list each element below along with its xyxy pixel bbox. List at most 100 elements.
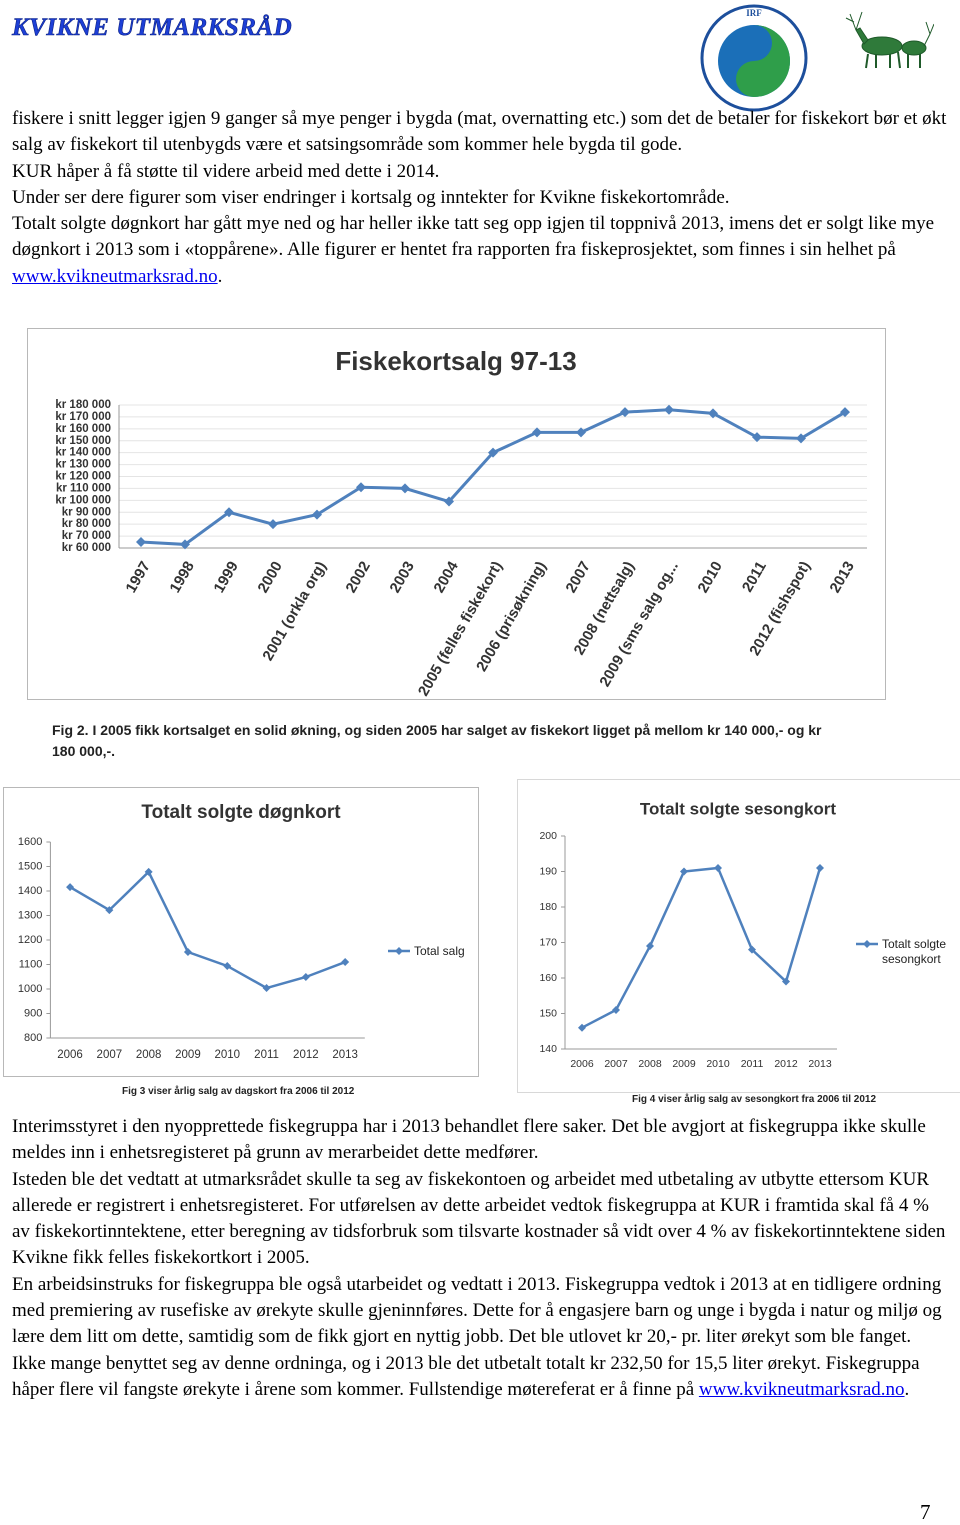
paragraph-text: Under ser dere figurer som viser endring…: [12, 186, 730, 208]
chart-title: Totalt solgte døgnkort: [141, 802, 341, 823]
chart-panel: Totalt solgte døgnkort 800 900 1000 1100 1200…: [3, 787, 479, 1077]
paragraph-text: KUR håper å få støtte til videre arbeid …: [12, 160, 440, 182]
data-point: [341, 958, 350, 967]
data-point: [664, 404, 674, 415]
data-point: [262, 984, 271, 993]
y-tick-label: 160: [539, 972, 557, 984]
paragraph-text: .: [904, 1378, 910, 1400]
y-tick-label: kr 70 000: [62, 530, 111, 542]
paragraph: Under ser dere figurer som viser endring…: [12, 185, 947, 211]
data-point: [816, 863, 824, 872]
x-tick-label: 2011: [254, 1049, 279, 1061]
legend-marker: [395, 947, 403, 955]
data-line: [69, 869, 346, 990]
data-point: [620, 407, 630, 418]
x-tick-label: 2006: [57, 1049, 83, 1061]
y-tick-label: 180: [539, 901, 557, 913]
y-tick-label: 170: [539, 936, 557, 948]
data-point: [136, 537, 146, 548]
y-tick-label: kr 150 000: [55, 435, 111, 447]
data-line: [581, 866, 822, 1029]
x-tick-label: 2010: [694, 558, 725, 595]
legend-label: Totalt solgte sesongkort: [882, 937, 947, 966]
data-point: [268, 519, 278, 530]
data-point: [444, 496, 454, 507]
logo: IRF: [700, 4, 808, 112]
y-tick-label: 1000: [18, 983, 42, 995]
y-tick-label: 1500: [18, 860, 42, 872]
x-tick-label: 2004: [430, 558, 462, 596]
paragraph: fiskere i snitt legger igjen 9 ganger så…: [12, 106, 947, 159]
y-tick-label: 1200: [18, 934, 42, 946]
x-tick-label: 2013: [826, 558, 857, 595]
data-point: [782, 977, 790, 986]
data-point: [714, 863, 722, 872]
deer: [845, 11, 934, 69]
data-point: [180, 539, 190, 550]
x-tick-label: 2010: [214, 1049, 240, 1061]
figure-caption: Fig 2. I 2005 fikk kortsalget en solid ø…: [52, 722, 822, 759]
x-tick-label: 2000: [254, 558, 285, 595]
y-tick-label: kr 110 000: [56, 482, 111, 494]
x-tick-label: 2007: [604, 1058, 628, 1070]
paragraph: KUR håper å få støtte til videre arbeid …: [12, 159, 947, 185]
page-number: 7: [920, 1500, 931, 1524]
data-point: [646, 942, 654, 951]
x-tick-label: 2007: [562, 558, 593, 595]
x-tick-label: 2012: [293, 1049, 319, 1061]
data-point: [576, 427, 586, 438]
link[interactable]: www.kvikneutmarksrad.no: [12, 265, 218, 287]
data-point: [752, 432, 762, 443]
paragraph-text: fiskere i snitt legger igjen 9 ganger så…: [12, 108, 947, 156]
paragraph-text: En arbeidsinstruks for fiskegruppa ble o…: [12, 1273, 942, 1400]
y-tick-label: kr 170 000: [55, 411, 111, 423]
y-tick-label: kr 100 000: [55, 494, 111, 506]
y-tick-label: 1100: [19, 958, 43, 970]
data-point: [144, 867, 153, 876]
link[interactable]: www.kvikneutmarksrad.no: [698, 1378, 905, 1400]
chart-panel: Totalt solgte sesongkort 140 150 160 170 180 1…: [517, 779, 960, 1093]
x-tick-label: 2013: [808, 1058, 832, 1070]
x-tick-label: 2006: [570, 1058, 594, 1070]
y-tick-label: 900: [24, 1007, 42, 1019]
y-tick-label: 1400: [18, 885, 42, 897]
data-point: [680, 867, 688, 876]
data-point: [532, 427, 542, 438]
intro-text: fiskere i snitt legger igjen 9 ganger så…: [12, 106, 947, 290]
legend-marker: [863, 940, 871, 948]
y-tick-label: 800: [24, 1032, 42, 1044]
x-tick-label: 2007: [97, 1049, 123, 1061]
paragraph: Totalt solgte døgnkort har gått mye ned …: [12, 211, 947, 290]
x-tick-label: 2009: [672, 1058, 696, 1070]
paragraph: Interimsstyret i den nyopprettede fiskeg…: [12, 1114, 947, 1167]
data-point: [356, 482, 366, 493]
x-tick-label: 1997: [122, 558, 153, 595]
figure-caption: Fig 4 viser årlig salg av sesongkort fra…: [632, 1094, 877, 1105]
deer-illustration: [845, 11, 934, 69]
data-point: [400, 483, 410, 494]
data-point: [105, 906, 114, 915]
header-title: KVIKNE UTMARKSRÅD: [12, 14, 293, 42]
data-point: [223, 961, 232, 970]
data-point: [224, 507, 234, 518]
chart-title: Totalt solgte sesongkort: [640, 799, 836, 818]
x-tick-label: 2009: [175, 1049, 201, 1061]
y-tick-label: kr 60 000: [62, 542, 111, 554]
body-text: Interimsstyret i den nyopprettede fiskeg…: [12, 1114, 947, 1403]
y-tick-label: kr 90 000: [62, 506, 111, 518]
y-tick-label: 200: [539, 830, 557, 842]
y-tick-label: 190: [539, 865, 557, 877]
data-point: [301, 972, 310, 981]
logo-wave: [736, 25, 790, 97]
y-tick-label: kr 160 000: [55, 423, 111, 435]
data-point: [796, 433, 806, 444]
x-tick-label: 2012: [774, 1058, 798, 1070]
x-tick-label: 2002: [342, 558, 373, 595]
chart: Totalt solgte døgnkort 800 900 1000 1100 1200…: [18, 802, 410, 1061]
chart-panel: Fiskekortsalg 97-13 kr 60 000 kr 70 000 kr …: [27, 328, 886, 700]
legend-label: Total salg: [414, 944, 465, 958]
x-tick-label: 2011: [741, 1058, 764, 1070]
y-tick-label: kr 80 000: [62, 518, 111, 530]
